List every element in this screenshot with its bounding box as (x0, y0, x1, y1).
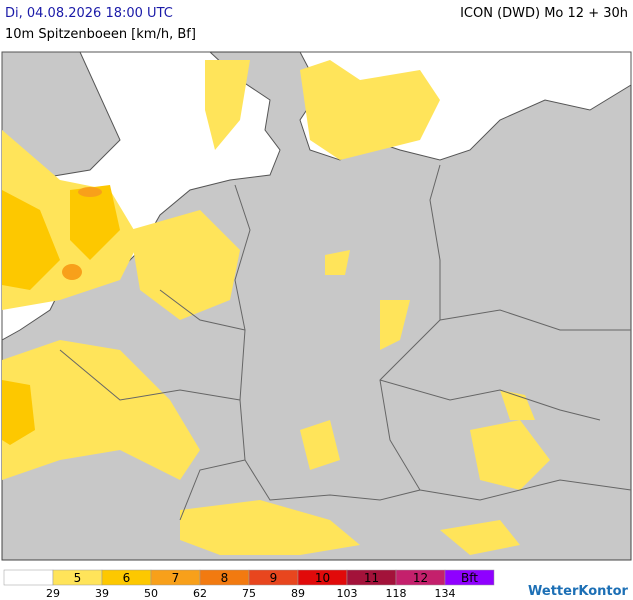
legend-bf-label: 7 (172, 571, 180, 585)
legend-kmh-label: 75 (242, 587, 256, 600)
legend-bf-label: 6 (123, 571, 131, 585)
legend-bf-label: 5 (74, 571, 82, 585)
legend-kmh-label: 89 (291, 587, 305, 600)
legend-kmh-label: 29 (46, 587, 60, 600)
legend-bf-label: 10 (315, 571, 330, 585)
gust-areas-strong (2, 185, 120, 445)
borders (59, 164, 632, 521)
legend-kmh-label: 118 (386, 587, 407, 600)
legend-kmh-label: 39 (95, 587, 109, 600)
legend-kmh-label: 62 (193, 587, 207, 600)
legend-bf-label: 8 (221, 571, 229, 585)
legend-bf-label: Bft (461, 571, 478, 585)
legend-box (3, 569, 54, 586)
logo: WetterKontor (528, 584, 629, 599)
legend-kmh-label: 50 (144, 587, 158, 600)
coastline (1, 51, 281, 341)
date-label: Di, 04.08.2026 18:00 UTC (5, 6, 173, 21)
legend-bf-label: 11 (364, 571, 379, 585)
gust-areas-orange (62, 187, 102, 280)
legend-box (444, 569, 495, 586)
subtitle: 10m Spitzenboeen [km/h, Bf] (5, 27, 196, 42)
legend-bf-label: 12 (413, 571, 428, 585)
legend-kmh-label: 103 (337, 587, 358, 600)
legend-kmh-label: 134 (435, 587, 456, 600)
model-label: ICON (DWD) Mo 12 + 30h (460, 6, 628, 21)
legend-bf-label: 9 (270, 571, 278, 585)
